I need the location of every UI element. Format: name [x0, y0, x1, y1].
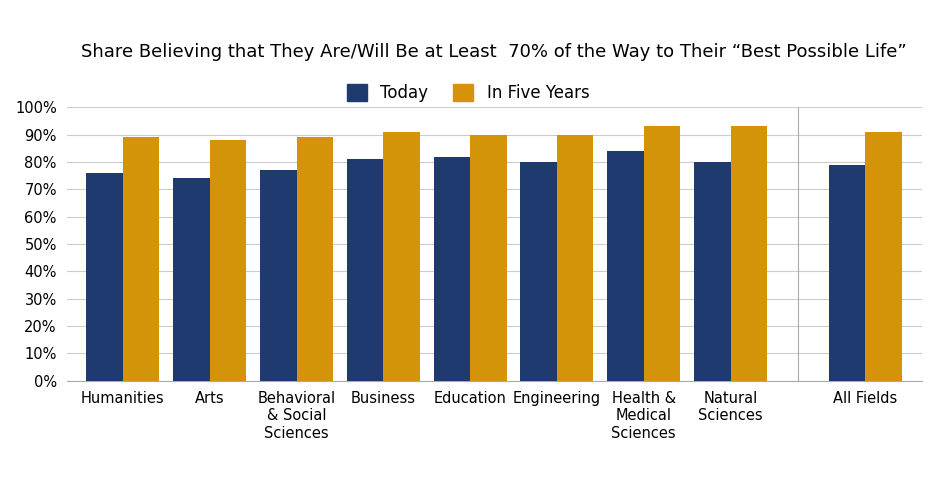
Bar — [731, 126, 767, 381]
Bar — [296, 138, 333, 381]
Bar — [607, 151, 644, 381]
Bar — [260, 170, 296, 381]
Bar — [86, 173, 123, 381]
Bar — [433, 157, 470, 381]
Bar — [173, 179, 210, 381]
Bar — [865, 132, 902, 381]
Bar — [470, 135, 506, 381]
Legend: Today, In Five Years: Today, In Five Years — [340, 78, 597, 109]
Bar — [828, 165, 865, 381]
Bar — [210, 140, 246, 381]
Bar — [557, 135, 594, 381]
Title: Share Believing that They Are/Will Be at Least  70% of the Way to Their “Best Po: Share Believing that They Are/Will Be at… — [81, 43, 907, 61]
Bar — [644, 126, 680, 381]
Bar — [694, 162, 731, 381]
Bar — [123, 138, 160, 381]
Bar — [521, 162, 557, 381]
Bar — [384, 132, 420, 381]
Bar — [347, 159, 384, 381]
